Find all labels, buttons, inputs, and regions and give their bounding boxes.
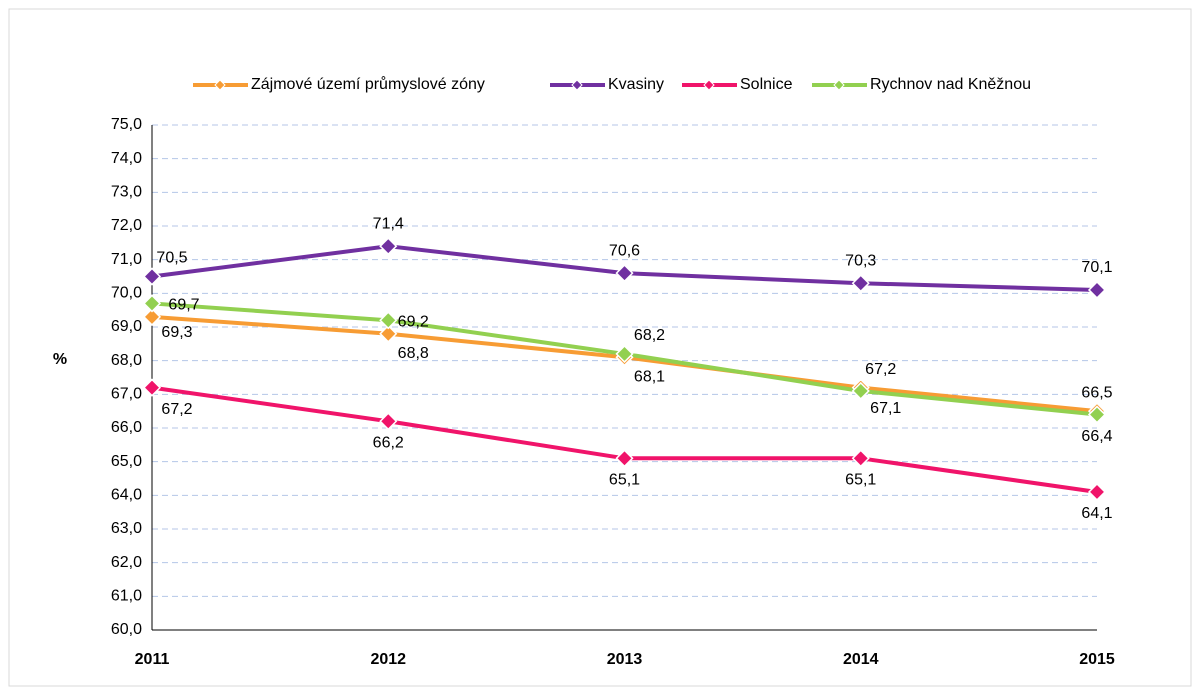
legend-marker: [214, 79, 226, 91]
y-tick-label: 74,0: [111, 150, 142, 167]
y-tick-label: 62,0: [111, 554, 142, 571]
data-label: 65,1: [609, 472, 640, 489]
data-point: [851, 381, 870, 401]
y-tick-label: 72,0: [111, 217, 142, 234]
y-tick-label: 75,0: [111, 116, 142, 133]
data-point: [142, 294, 162, 313]
y-tick-label: 70,0: [111, 285, 142, 302]
y-tick-label: 66,0: [111, 419, 142, 436]
legend-marker: [703, 79, 715, 91]
data-label: 67,1: [870, 400, 901, 417]
data-point: [1087, 482, 1107, 502]
data-label: 66,2: [373, 434, 404, 451]
data-label: 67,2: [161, 401, 192, 418]
data-point: [379, 324, 398, 343]
data-point: [851, 449, 870, 468]
data-label: 66,5: [1081, 384, 1112, 401]
data-label: 70,1: [1081, 259, 1112, 276]
data-point: [142, 267, 162, 286]
y-tick-label: 61,0: [111, 588, 142, 605]
data-label: 65,1: [845, 472, 876, 489]
data-label: 67,2: [865, 361, 896, 378]
data-point: [1087, 405, 1107, 424]
data-point: [1087, 280, 1107, 300]
chart-frame: [8, 8, 1192, 687]
legend-label: Solnice: [740, 76, 793, 93]
legend-label: Kvasiny: [608, 76, 664, 93]
data-point: [142, 378, 162, 397]
data-point: [379, 311, 398, 330]
x-tick-label: 2014: [843, 651, 879, 668]
data-point: [142, 307, 162, 326]
legend-label: Zájmové území průmyslové zóny: [251, 75, 485, 93]
data-label: 69,2: [398, 313, 429, 330]
x-tick-label: 2012: [370, 651, 406, 668]
data-label: 68,2: [634, 327, 665, 344]
y-tick-label: 65,0: [111, 453, 142, 470]
data-label: 68,8: [398, 345, 429, 362]
data-label: 70,3: [845, 252, 876, 269]
data-label: 66,4: [1081, 428, 1112, 445]
legend-marker: [571, 79, 583, 91]
data-label: 71,4: [373, 215, 404, 232]
x-tick-label: 2011: [135, 651, 170, 668]
y-axis-label: %: [53, 351, 67, 368]
x-tick-label: 2013: [607, 651, 643, 668]
y-tick-label: 67,0: [111, 386, 142, 403]
data-label: 64,1: [1081, 505, 1112, 522]
y-tick-label: 63,0: [111, 520, 142, 537]
y-tick-label: 73,0: [111, 184, 142, 201]
legend-marker: [833, 79, 845, 91]
y-tick-label: 60,0: [111, 621, 142, 638]
data-label: 70,5: [156, 250, 187, 267]
data-point: [615, 344, 634, 363]
x-tick-label: 2015: [1079, 651, 1115, 668]
data-point: [615, 264, 634, 283]
y-tick-label: 68,0: [111, 352, 142, 369]
data-point: [379, 412, 398, 431]
data-label: 69,7: [168, 297, 199, 314]
y-tick-label: 64,0: [111, 487, 142, 504]
y-tick-label: 71,0: [111, 251, 142, 268]
legend-label: Rychnov nad Kněžnou: [870, 76, 1031, 93]
y-tick-label: 69,0: [111, 318, 142, 335]
data-label: 68,1: [634, 369, 665, 386]
data-label: 69,3: [161, 324, 192, 341]
data-label: 70,6: [609, 242, 640, 259]
data-point: [379, 237, 398, 256]
data-point: [615, 449, 634, 468]
data-point: [851, 274, 870, 293]
